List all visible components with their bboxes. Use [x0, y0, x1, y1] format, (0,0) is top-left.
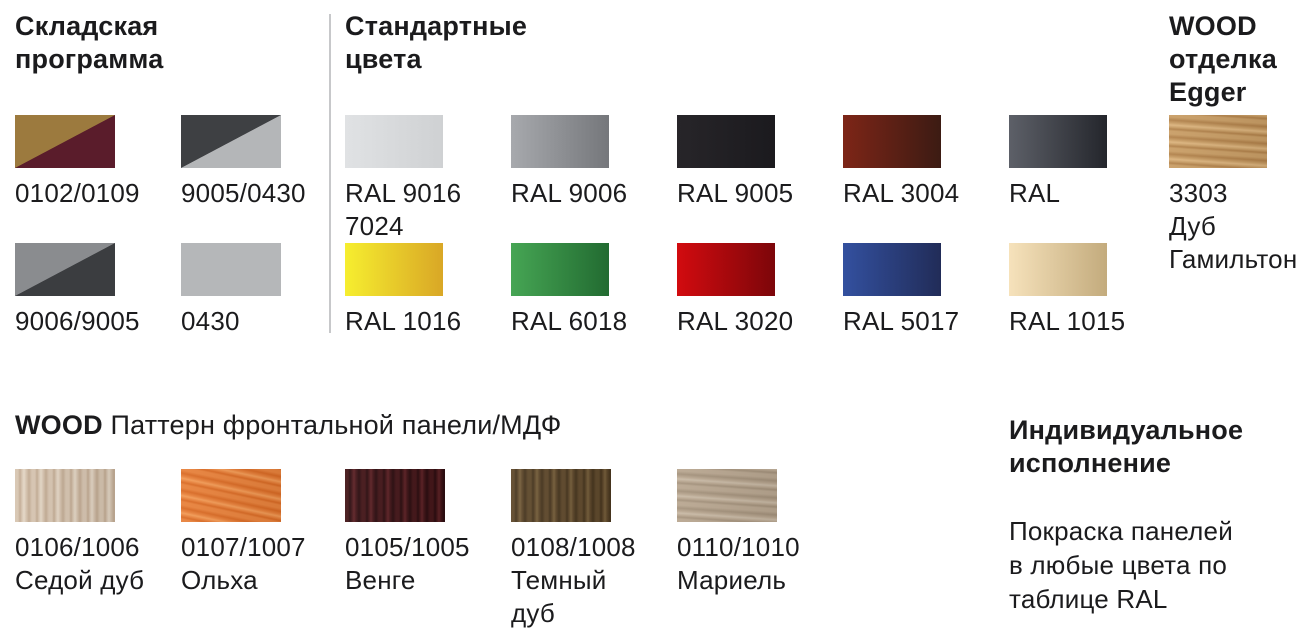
color-swatch-ral-3020 [677, 243, 775, 296]
swatch-cell-ral-9016: RAL 9016 7024 [345, 115, 507, 243]
swatch-cell-egger-3303: 3303 Дуб Гамильтон [1169, 115, 1313, 276]
wood-swatch-0106-1006 [15, 469, 115, 522]
swatch-label: RAL 5017 [843, 306, 960, 336]
swatch-label: RAL 9006 [511, 178, 628, 208]
swatch-cell-ral-6018: RAL 6018 [511, 243, 673, 338]
swatch-label: RAL 3020 [677, 306, 794, 336]
color-swatch-9006-9005 [15, 243, 115, 296]
swatch-label: RAL 9016 7024 [345, 178, 462, 241]
color-swatch-ral-1016 [345, 243, 443, 296]
individual-body-text: Покраска панелей в любые цвета по таблиц… [1009, 516, 1233, 614]
swatch-label: 0430 [181, 306, 240, 336]
swatch-label: 0107/1007 Ольха [181, 532, 306, 595]
swatch-label: 0105/1005 Венге [345, 532, 470, 595]
swatch-cell-ral-1015: RAL 1015 [1009, 243, 1171, 338]
wood-mdf-title-rest: Паттерн фронтальной панели/МДФ [102, 410, 562, 440]
wood-swatch-0107-1007 [181, 469, 281, 522]
swatch-cell-ral-5017: RAL 5017 [843, 243, 1005, 338]
color-swatch-ral-1015 [1009, 243, 1107, 296]
wood-mdf-section-title: WOOD Паттерн фронтальной панели/МДФ [15, 409, 561, 442]
egger-section-title: WOOD отделка Egger [1169, 11, 1277, 107]
color-swatch-9005-0430 [181, 115, 281, 168]
color-swatch-ral-9016 [345, 115, 443, 168]
wood-mdf-title-bold: WOOD [15, 410, 103, 440]
color-swatch-ral-3004 [843, 115, 941, 168]
swatch-label: RAL 3004 [843, 178, 960, 208]
swatch-label: RAL [1009, 178, 1061, 208]
color-swatch-0430 [181, 243, 281, 296]
swatch-cell-ral-7024: RAL [1009, 115, 1171, 210]
swatch-cell-0102-0109: 0102/0109 [15, 115, 177, 210]
swatch-cell-0105-1005: 0105/1005 Венге [345, 469, 507, 597]
color-swatch-0102-0109 [15, 115, 115, 168]
swatch-cell-ral-9005: RAL 9005 [677, 115, 839, 210]
swatch-label: 9005/0430 [181, 178, 306, 208]
wood-swatch-egger-3303 [1169, 115, 1267, 168]
vertical-divider [329, 14, 331, 333]
swatch-label: 0110/1010 Мариель [677, 532, 800, 595]
color-swatch-ral-9005 [677, 115, 775, 168]
swatch-cell-0108-1008: 0108/1008 Темный дуб [511, 469, 673, 630]
swatch-label: 0106/1006 Седой дуб [15, 532, 145, 595]
swatch-label: RAL 9005 [677, 178, 794, 208]
individual-section-title: Индивидуальное исполнение [1009, 415, 1244, 478]
swatch-cell-ral-1016: RAL 1016 [345, 243, 507, 338]
swatch-label: RAL 6018 [511, 306, 628, 336]
swatch-cell-0107-1007: 0107/1007 Ольха [181, 469, 343, 597]
color-swatch-ral-6018 [511, 243, 609, 296]
swatch-cell-ral-3020: RAL 3020 [677, 243, 839, 338]
swatch-cell-9005-0430: 9005/0430 [181, 115, 343, 210]
swatch-cell-9006-9005: 9006/9005 [15, 243, 177, 338]
swatch-cell-ral-9006: RAL 9006 [511, 115, 673, 210]
swatch-label: RAL 1016 [345, 306, 462, 336]
swatch-cell-0110-1010: 0110/1010 Мариель [677, 469, 839, 597]
swatch-label: 0102/0109 [15, 178, 140, 208]
warehouse-section-title: Складская программа [15, 11, 164, 74]
color-swatch-ral-9006 [511, 115, 609, 168]
standard-colors-section-title: Стандартные цвета [345, 11, 528, 74]
wood-swatch-0108-1008 [511, 469, 611, 522]
swatch-label: 0108/1008 Темный дуб [511, 532, 636, 628]
swatch-cell-0430: 0430 [181, 243, 343, 338]
swatch-label: 9006/9005 [15, 306, 140, 336]
swatch-cell-0106-1006: 0106/1006 Седой дуб [15, 469, 177, 597]
swatch-label: 3303 Дуб Гамильтон [1169, 178, 1298, 274]
wood-swatch-0105-1005 [345, 469, 445, 522]
color-swatch-ral-5017 [843, 243, 941, 296]
swatch-cell-ral-3004: RAL 3004 [843, 115, 1005, 210]
color-swatch-ral-7024 [1009, 115, 1107, 168]
swatch-label: RAL 1015 [1009, 306, 1126, 336]
wood-swatch-0110-1010 [677, 469, 777, 522]
